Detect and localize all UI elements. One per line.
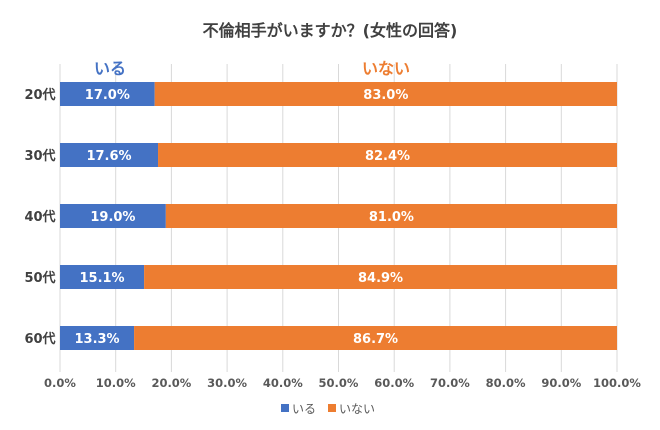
x-tick-label: 30.0% [207, 376, 247, 390]
category-label: 60代 [24, 331, 55, 347]
data-label: 19.0% [90, 210, 135, 225]
category-label: 40代 [24, 209, 55, 225]
x-tick-label: 70.0% [430, 376, 470, 390]
legend-label-iru: いる [292, 402, 316, 416]
data-label: 86.7% [353, 332, 398, 347]
legend-swatch-inai [328, 404, 336, 412]
x-tick-label: 100.0% [593, 376, 641, 390]
legend-label-inai: いない [339, 402, 375, 416]
bar-iru [60, 326, 135, 350]
bar-iru [60, 82, 155, 106]
bar-inai [165, 204, 617, 228]
data-label: 17.0% [85, 88, 130, 103]
category-label: 20代 [24, 87, 55, 103]
chart-title: 不倫相手がいますか？(女性の回答) [203, 21, 458, 40]
y-axis-categories: 20代 30代 40代 50代 60代 [24, 87, 55, 347]
series-label-inai: いない [362, 59, 410, 78]
x-tick-label: 10.0% [96, 376, 136, 390]
x-axis-ticks: 0.0% 10.0% 20.0% 30.0% 40.0% 50.0% 60.0% 70.0% 8… [44, 376, 641, 390]
series-label-iru: いる [94, 59, 126, 78]
bar-inai [158, 143, 618, 167]
legend: いる いない [281, 402, 375, 416]
x-tick-label: 0.0% [44, 376, 76, 390]
category-label: 50代 [24, 270, 55, 286]
data-label: 82.4% [365, 149, 410, 164]
bar-iru [60, 143, 159, 167]
data-label: 83.0% [363, 88, 408, 103]
bar-iru [60, 204, 166, 228]
bar-inai [154, 82, 617, 106]
legend-swatch-iru [281, 404, 289, 412]
bars: 17.0% 83.0% 17.6% 82.4% 19.0% 81.0% 15.1% 84.9%… [60, 82, 618, 350]
x-tick-label: 20.0% [151, 376, 191, 390]
data-label: 13.3% [74, 332, 119, 347]
x-tick-label: 90.0% [541, 376, 581, 390]
bar-iru [60, 265, 145, 289]
data-label: 15.1% [79, 271, 124, 286]
bar-inai [134, 326, 617, 350]
data-label: 81.0% [369, 210, 414, 225]
x-tick-label: 40.0% [263, 376, 303, 390]
category-label: 30代 [24, 148, 55, 164]
data-label: 17.6% [86, 149, 131, 164]
x-tick-label: 60.0% [374, 376, 414, 390]
x-tick-label: 80.0% [486, 376, 526, 390]
x-tick-label: 50.0% [319, 376, 359, 390]
data-label: 84.9% [358, 271, 403, 286]
bar-inai [144, 265, 617, 289]
